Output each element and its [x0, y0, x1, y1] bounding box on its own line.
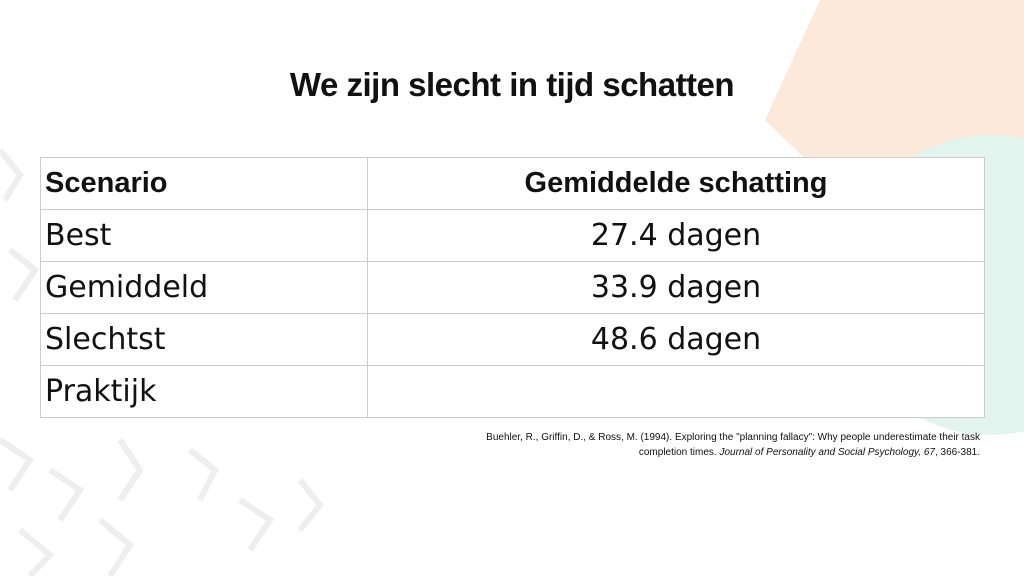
cell: Gemiddeld	[40, 261, 368, 314]
citation-journal: Journal of Personality and Social Psycho…	[719, 447, 935, 458]
cell: Praktijk	[40, 365, 368, 418]
header-row: Scenario Gemiddelde schatting	[40, 157, 985, 210]
header-cell: Gemiddelde schatting	[367, 157, 985, 210]
cell: 27.4 dagen	[367, 209, 985, 262]
zigzags	[0, 148, 324, 576]
row: Praktijk	[40, 365, 985, 418]
estimate-table: Scenario Gemiddelde schatting Best 27.4 …	[40, 157, 985, 418]
cell: 33.9 dagen	[367, 261, 985, 314]
citation: Buehler, R., Griffin, D., & Ross, M. (19…	[480, 430, 980, 460]
row: Slechtst 48.6 dagen	[40, 313, 985, 366]
cell: 48.6 dagen	[367, 313, 985, 366]
row: Best 27.4 dagen	[40, 209, 985, 262]
header-cell: Scenario	[40, 157, 368, 210]
row: Gemiddeld 33.9 dagen	[40, 261, 985, 314]
empty-cell	[367, 365, 985, 418]
cell: Slechtst	[40, 313, 368, 366]
citation-text: Buehler, R., Griffin, D., & Ross, M. (19…	[486, 432, 980, 458]
slide-title: We zijn slecht in tijd schatten	[289, 66, 735, 103]
citation-pages: , 366-381.	[934, 447, 980, 458]
cell: Best	[40, 209, 368, 262]
